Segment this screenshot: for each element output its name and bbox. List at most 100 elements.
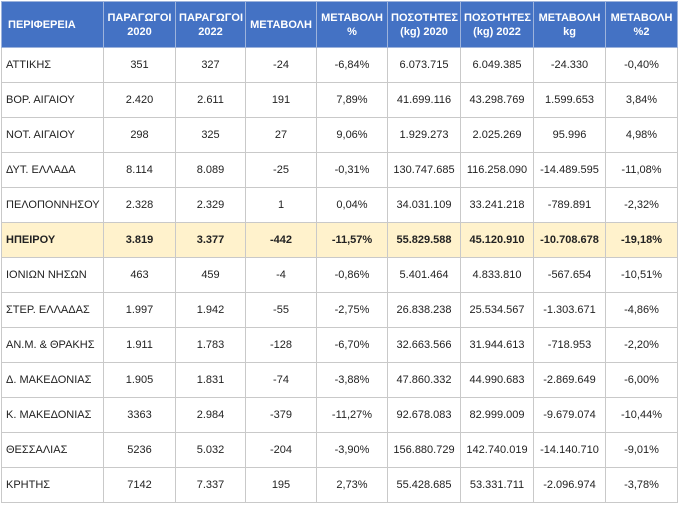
- table-row: ΘΕΣΣΑΛΙΑΣ 5236 5.032 -204 -3,90% 156.880.729 1…: [1, 432, 678, 468]
- value-cell: -74: [245, 362, 317, 398]
- value-cell: -789.891: [533, 187, 606, 223]
- value-cell: 95.996: [533, 117, 606, 153]
- value-cell: 195: [245, 467, 317, 503]
- value-cell: 0,04%: [316, 187, 388, 223]
- table-row: Κ. ΜΑΚΕΔΟΝΙΑΣ 3363 2.984 -379 -11,27% 92.678.…: [1, 397, 678, 433]
- table-row: ΠΕΛΟΠΟΝΝΗΣΟΥ 2.328 2.329 1 0,04% 34.031.109 33…: [1, 187, 678, 223]
- value-cell: -11,08%: [605, 152, 678, 188]
- value-cell: -2,20%: [605, 327, 678, 363]
- value-cell: 26.838.238: [387, 292, 461, 328]
- region-cell: Κ. ΜΑΚΕΔΟΝΙΑΣ: [1, 397, 104, 433]
- header-cell: ΠΑΡΑΓΩΓΟΙ 2022: [175, 1, 246, 48]
- value-cell: 32.663.566: [387, 327, 461, 363]
- header-cell: ΠΟΣΟΤΗΤΕΣ (kg) 2020: [387, 1, 461, 48]
- value-cell: 34.031.109: [387, 187, 461, 223]
- region-cell: ΒΟΡ. ΑΙΓΑΙΟΥ: [1, 82, 104, 118]
- region-cell: ΣΤΕΡ. ΕΛΛΑΔΑΣ: [1, 292, 104, 328]
- value-cell: 41.699.116: [387, 82, 461, 118]
- value-cell: 142.740.019: [460, 432, 534, 468]
- value-cell: 3,84%: [605, 82, 678, 118]
- value-cell: 1.911: [103, 327, 176, 363]
- value-cell: -204: [245, 432, 317, 468]
- table-row: Δ. ΜΑΚΕΔΟΝΙΑΣ 1.905 1.831 -74 -3,88% 47.860.3…: [1, 362, 678, 398]
- value-cell: 3.819: [103, 222, 176, 258]
- value-cell: 4.833.810: [460, 257, 534, 293]
- region-cell: ΑΝ.Μ. & ΘΡΑΚΗΣ: [1, 327, 104, 363]
- value-cell: 1: [245, 187, 317, 223]
- value-cell: 298: [103, 117, 176, 153]
- header-cell: ΠΑΡΑΓΩΓΟΙ 2020: [103, 1, 176, 48]
- value-cell: -379: [245, 397, 317, 433]
- value-cell: -9,01%: [605, 432, 678, 468]
- value-cell: 25.534.567: [460, 292, 534, 328]
- value-cell: 31.944.613: [460, 327, 534, 363]
- region-cell: ΝΟΤ. ΑΙΓΑΙΟΥ: [1, 117, 104, 153]
- value-cell: 8.114: [103, 152, 176, 188]
- value-cell: -4: [245, 257, 317, 293]
- value-cell: 130.747.685: [387, 152, 461, 188]
- value-cell: 3.377: [175, 222, 246, 258]
- region-cell: ΑΤΤΙΚΗΣ: [1, 47, 104, 83]
- value-cell: -2,32%: [605, 187, 678, 223]
- value-cell: -0,86%: [316, 257, 388, 293]
- value-cell: -14.489.595: [533, 152, 606, 188]
- value-cell: 47.860.332: [387, 362, 461, 398]
- value-cell: -55: [245, 292, 317, 328]
- value-cell: -3,88%: [316, 362, 388, 398]
- table-row: ΑΝ.Μ. & ΘΡΑΚΗΣ 1.911 1.783 -128 -6,70% 32.663…: [1, 327, 678, 363]
- header-cell: ΠΟΣΟΤΗΤΕΣ (kg) 2022: [460, 1, 534, 48]
- value-cell: 2.328: [103, 187, 176, 223]
- value-cell: 7142: [103, 467, 176, 503]
- value-cell: -14.140.710: [533, 432, 606, 468]
- header-row: ΠΕΡΙΦΕΡΕΙΑ ΠΑΡΑΓΩΓΟΙ 2020 ΠΑΡΑΓΩΓΟΙ 2022 ΜΕ…: [1, 1, 678, 48]
- table-row: ΔΥΤ. ΕΛΛΑΔΑ 8.114 8.089 -25 -0,31% 130.747.68…: [1, 152, 678, 188]
- value-cell: 92.678.083: [387, 397, 461, 433]
- value-cell: -128: [245, 327, 317, 363]
- value-cell: -10.708.678: [533, 222, 606, 258]
- value-cell: 1.783: [175, 327, 246, 363]
- value-cell: 2.984: [175, 397, 246, 433]
- value-cell: 45.120.910: [460, 222, 534, 258]
- table-row: ΗΠΕΙΡΟΥ 3.819 3.377 -442 -11,57% 55.829.588 45…: [1, 222, 678, 258]
- value-cell: 2,73%: [316, 467, 388, 503]
- value-cell: -10,51%: [605, 257, 678, 293]
- value-cell: -6,84%: [316, 47, 388, 83]
- value-cell: 82.999.009: [460, 397, 534, 433]
- value-cell: 5236: [103, 432, 176, 468]
- value-cell: -3,78%: [605, 467, 678, 503]
- table-body: ΑΤΤΙΚΗΣ 351 327 -24 -6,84% 6.073.715 6.049.385…: [1, 47, 678, 503]
- region-cell: Δ. ΜΑΚΕΔΟΝΙΑΣ: [1, 362, 104, 398]
- value-cell: 53.331.711: [460, 467, 534, 503]
- value-cell: 7.337: [175, 467, 246, 503]
- header-cell: ΜΕΤΑΒΟΛΗ: [245, 1, 317, 48]
- value-cell: 463: [103, 257, 176, 293]
- value-cell: -24: [245, 47, 317, 83]
- value-cell: 6.049.385: [460, 47, 534, 83]
- value-cell: -718.953: [533, 327, 606, 363]
- value-cell: 44.990.683: [460, 362, 534, 398]
- region-cell: ΔΥΤ. ΕΛΛΑΔΑ: [1, 152, 104, 188]
- value-cell: 5.401.464: [387, 257, 461, 293]
- value-cell: 7,89%: [316, 82, 388, 118]
- value-cell: -3,90%: [316, 432, 388, 468]
- value-cell: -2.869.649: [533, 362, 606, 398]
- value-cell: 55.428.685: [387, 467, 461, 503]
- region-cell: ΚΡΗΤΗΣ: [1, 467, 104, 503]
- value-cell: 43.298.769: [460, 82, 534, 118]
- value-cell: -2.096.974: [533, 467, 606, 503]
- value-cell: 55.829.588: [387, 222, 461, 258]
- table-row: ΒΟΡ. ΑΙΓΑΙΟΥ 2.420 2.611 191 7,89% 41.699.116…: [1, 82, 678, 118]
- value-cell: -1.303.671: [533, 292, 606, 328]
- value-cell: -10,44%: [605, 397, 678, 433]
- value-cell: -6,70%: [316, 327, 388, 363]
- header-cell: ΜΕΤΑΒΟΛΗ %: [316, 1, 388, 48]
- value-cell: 1.831: [175, 362, 246, 398]
- value-cell: 1.942: [175, 292, 246, 328]
- header-cell: ΜΕΤΑΒΟΛΗ %2: [605, 1, 678, 48]
- value-cell: 325: [175, 117, 246, 153]
- value-cell: 1.997: [103, 292, 176, 328]
- header-cell: ΠΕΡΙΦΕΡΕΙΑ: [1, 1, 104, 48]
- value-cell: 327: [175, 47, 246, 83]
- value-cell: 33.241.218: [460, 187, 534, 223]
